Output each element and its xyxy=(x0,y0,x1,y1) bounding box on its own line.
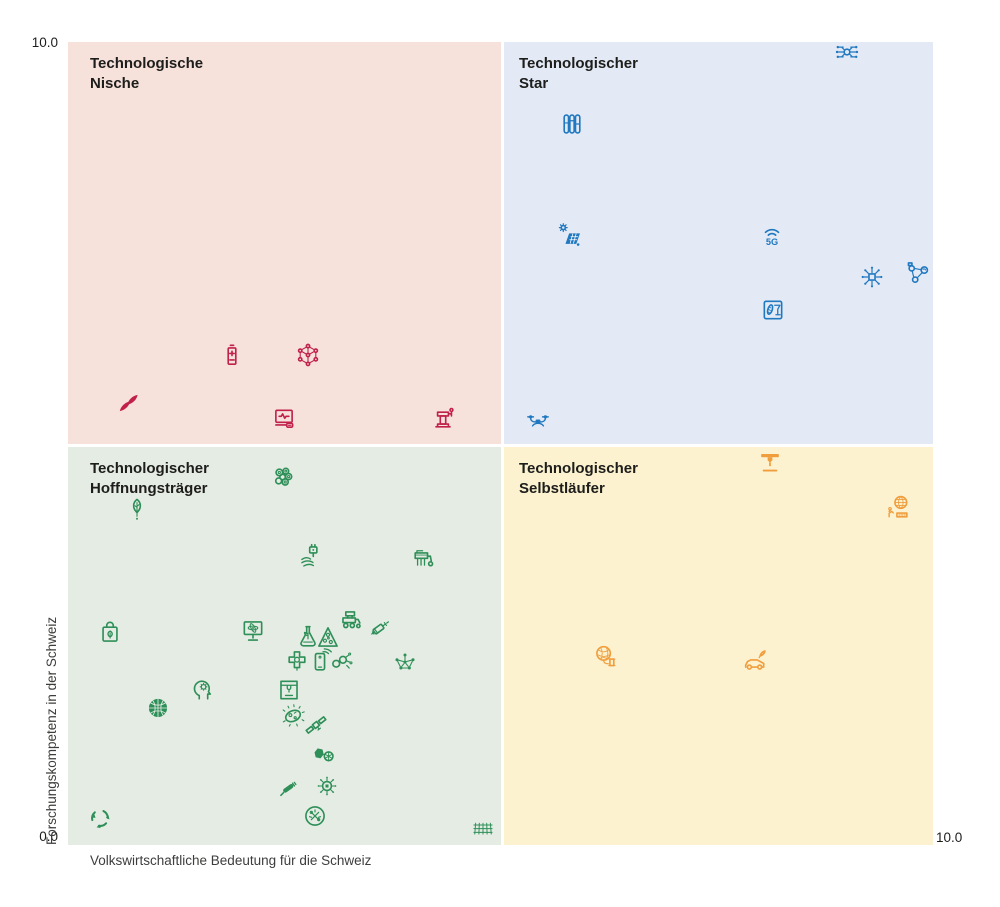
nutrition-pyramid-icon xyxy=(315,624,341,650)
quadrant-nische-title-line1: Technologische xyxy=(90,55,204,72)
x-axis-title: Volkswirtschaftliche Bedeutung für die S… xyxy=(90,853,372,868)
quadrant-hoffnungstraeger: Technologischer Hoffnungsträger xyxy=(68,447,501,845)
quadrant-hoffnungstraeger-title-line2: Hoffnungsträger xyxy=(90,480,208,498)
y-axis-title: Forschungskompetenz in der Schweiz xyxy=(44,616,59,845)
quadrant-selbstlaeufer-title-line1: Technologischer xyxy=(519,460,638,477)
industry-4-0-icon xyxy=(885,494,911,520)
quadrant-nische: Technologische Nische xyxy=(68,42,501,444)
3d-printer-frame-icon xyxy=(276,677,302,703)
leaf-icon xyxy=(124,496,150,522)
bio-chip-icon xyxy=(314,773,340,799)
nano-structure-icon xyxy=(295,342,321,368)
quadrant-star-title: Technologischer Star xyxy=(504,42,933,95)
agri-machinery-icon xyxy=(338,608,364,634)
y-axis-max-tick: 10.0 xyxy=(31,35,58,50)
network-nodes-icon xyxy=(392,650,418,676)
cell-cluster-icon xyxy=(270,464,296,490)
quadrant-hoffnungstraeger-title: Technologischer Hoffnungsträger xyxy=(68,447,501,500)
y-axis-min-tick: 0.0 xyxy=(39,829,58,844)
bio-flask-icon xyxy=(295,623,321,649)
mesh-grid-icon xyxy=(470,815,496,841)
engineering-tools-icon xyxy=(302,803,328,829)
test-tubes-icon xyxy=(559,111,585,137)
nano-sphere-icon xyxy=(145,695,171,721)
microchip-network-icon xyxy=(859,264,885,290)
satellite-icon xyxy=(303,712,329,738)
quadrant-star-title-line2: Star xyxy=(519,75,549,93)
mobile-device-icon xyxy=(307,647,333,673)
drone-icon xyxy=(525,408,551,434)
syringe-icon xyxy=(367,615,393,641)
quadrant-selbstlaeufer-title-line2: Selbstläufer xyxy=(519,480,605,498)
quadrant-star-title-line1: Technologischer xyxy=(519,55,638,72)
food-technology-icon xyxy=(760,297,786,323)
5g-communication-icon: 5G xyxy=(759,223,785,249)
personalized-medicine-icon xyxy=(284,648,310,674)
sustainable-shopping-icon xyxy=(97,619,123,645)
eco-vehicle-icon xyxy=(742,648,768,674)
molecule-pair-icon xyxy=(328,649,354,675)
battery-icon xyxy=(219,342,245,368)
precision-farming-icon xyxy=(410,546,436,572)
digital-health-monitor-icon xyxy=(271,406,297,432)
svg-text:5G: 5G xyxy=(766,238,778,248)
cognitive-science-icon xyxy=(191,676,217,702)
artificial-intelligence-icon xyxy=(834,39,860,65)
microbe-icon xyxy=(280,703,306,729)
3d-printing-icon xyxy=(757,449,783,475)
quadrant-nische-title-line2: Nische xyxy=(90,75,140,93)
biosensor-pen-icon xyxy=(277,773,303,799)
iot-network-icon xyxy=(905,261,931,287)
industrial-robot-icon xyxy=(430,404,456,430)
textile-fibers-icon xyxy=(593,643,619,669)
smart-charging-icon xyxy=(298,543,324,569)
x-axis-max-tick: 10.0 xyxy=(936,830,963,845)
quadrant-hoffnungstraeger-title-line1: Technologischer xyxy=(90,460,209,477)
advanced-materials-icon xyxy=(310,742,336,768)
photovoltaics-icon xyxy=(557,222,583,248)
quadrant-selbstlaeufer-title: Technologischer Selbstläufer xyxy=(504,447,933,500)
seed-pods-icon xyxy=(116,390,142,416)
quadrant-selbstlaeufer: Technologischer Selbstläufer xyxy=(504,447,933,845)
quantum-computing-icon xyxy=(240,618,266,644)
quadrant-nische-title: Technologische Nische xyxy=(68,42,501,95)
recycling-icon xyxy=(87,805,113,831)
